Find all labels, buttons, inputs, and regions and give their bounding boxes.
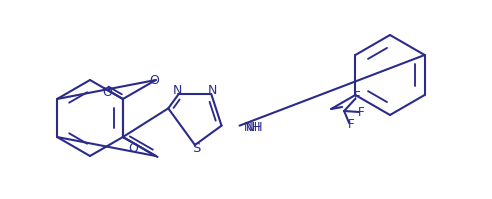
Text: F: F	[358, 105, 365, 118]
Text: F: F	[354, 91, 361, 103]
Text: N: N	[173, 84, 182, 97]
Text: N: N	[208, 84, 217, 97]
Text: S: S	[192, 141, 200, 154]
Text: O: O	[102, 87, 112, 100]
Text: O: O	[128, 141, 138, 154]
Text: NH: NH	[244, 121, 261, 134]
Text: O: O	[149, 73, 159, 87]
Text: F: F	[348, 118, 354, 132]
Text: NH: NH	[246, 121, 263, 134]
